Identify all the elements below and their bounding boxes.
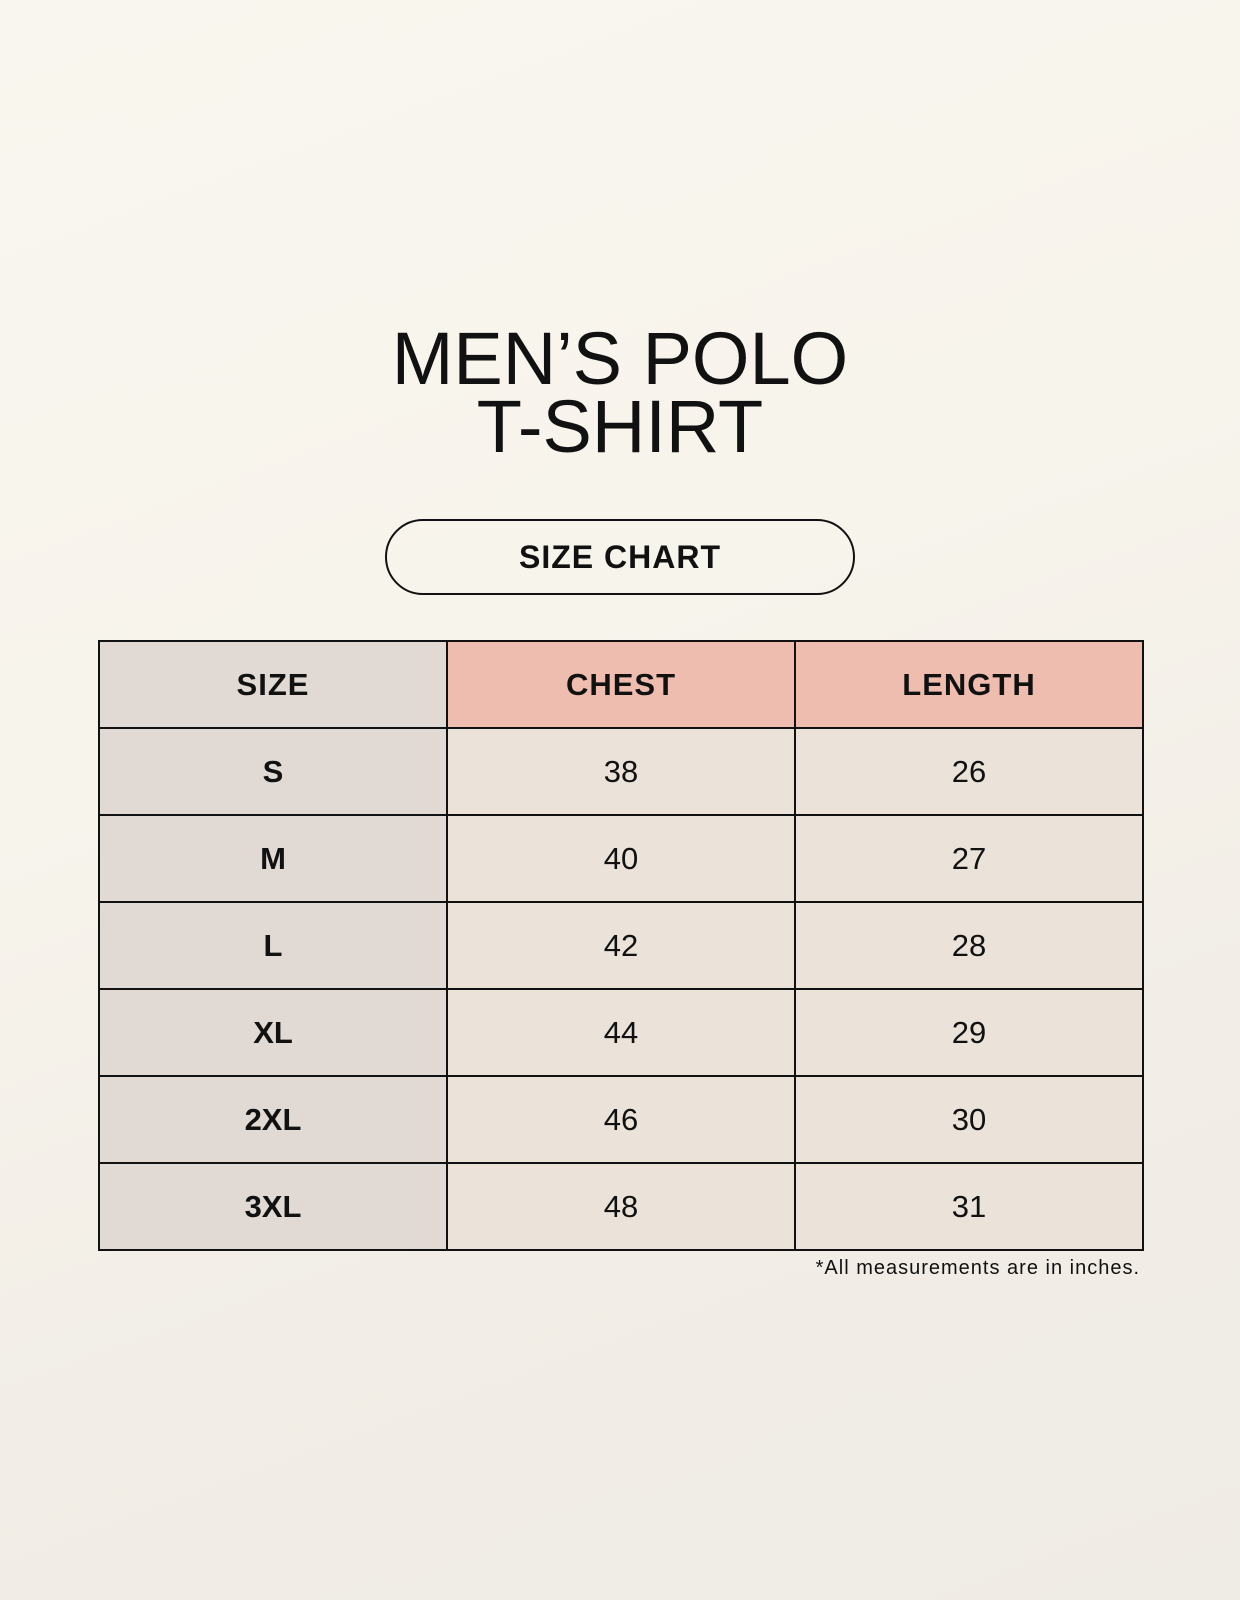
length-cell: 26 [794, 727, 1144, 816]
table-header-row: SIZE CHEST LENGTH [98, 640, 1144, 729]
size-cell: XL [98, 988, 448, 1077]
page-title: MEN’S POLO T-SHIRT [0, 317, 1240, 468]
chest-cell: 48 [446, 1162, 796, 1251]
length-cell: 29 [794, 988, 1144, 1077]
length-cell: 28 [794, 901, 1144, 990]
length-cell: 30 [794, 1075, 1144, 1164]
size-cell: 2XL [98, 1075, 448, 1164]
size-cell: 3XL [98, 1162, 448, 1251]
header-chest: CHEST [446, 640, 796, 729]
length-cell: 27 [794, 814, 1144, 903]
footnote: *All measurements are in inches. [815, 1257, 1140, 1279]
table-row: S 38 26 [98, 727, 1144, 816]
size-table: SIZE CHEST LENGTH S 38 26 M 40 27 L 42 28 XL 44 29 2… [98, 640, 1144, 1251]
title-line-2: T-SHIRT [476, 385, 764, 468]
table-row: M 40 27 [98, 814, 1144, 903]
header-size: SIZE [98, 640, 448, 729]
size-cell: M [98, 814, 448, 903]
chest-cell: 44 [446, 988, 796, 1077]
table-row: 3XL 48 31 [98, 1162, 1144, 1251]
chest-cell: 46 [446, 1075, 796, 1164]
chest-cell: 38 [446, 727, 796, 816]
length-cell: 31 [794, 1162, 1144, 1251]
size-chart-badge: SIZE CHART [385, 519, 855, 595]
size-cell: L [98, 901, 448, 990]
table-row: 2XL 46 30 [98, 1075, 1144, 1164]
size-cell: S [98, 727, 448, 816]
header-length: LENGTH [794, 640, 1144, 729]
chest-cell: 40 [446, 814, 796, 903]
title-line-1: MEN’S POLO [391, 317, 849, 400]
table-row: L 42 28 [98, 901, 1144, 990]
chest-cell: 42 [446, 901, 796, 990]
table-row: XL 44 29 [98, 988, 1144, 1077]
